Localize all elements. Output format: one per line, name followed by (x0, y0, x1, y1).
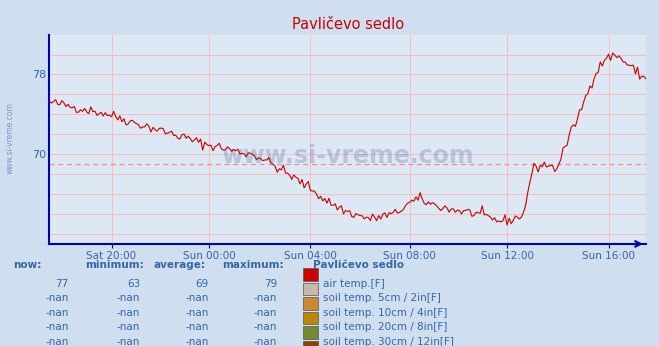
Text: -nan: -nan (45, 337, 69, 346)
Text: -nan: -nan (185, 308, 209, 318)
Text: -nan: -nan (254, 308, 277, 318)
Text: average:: average: (154, 260, 206, 270)
Text: soil temp. 20cm / 8in[F]: soil temp. 20cm / 8in[F] (323, 322, 447, 332)
FancyBboxPatch shape (303, 268, 318, 281)
Text: www.si-vreme.com: www.si-vreme.com (221, 144, 474, 168)
Title: Pavličevo sedlo: Pavličevo sedlo (291, 17, 404, 32)
Text: -nan: -nan (254, 337, 277, 346)
Text: -nan: -nan (45, 322, 69, 332)
Text: -nan: -nan (185, 322, 209, 332)
Text: -nan: -nan (117, 337, 140, 346)
Text: -nan: -nan (254, 322, 277, 332)
Text: www.si-vreme.com: www.si-vreme.com (5, 102, 14, 174)
Text: -nan: -nan (185, 337, 209, 346)
Text: air temp.[F]: air temp.[F] (323, 279, 385, 289)
FancyBboxPatch shape (303, 312, 318, 324)
Text: soil temp. 30cm / 12in[F]: soil temp. 30cm / 12in[F] (323, 337, 454, 346)
Text: now:: now: (13, 260, 42, 270)
Text: minimum:: minimum: (85, 260, 144, 270)
Text: -nan: -nan (117, 322, 140, 332)
Text: Pavličevo sedlo: Pavličevo sedlo (313, 260, 405, 270)
Text: -nan: -nan (45, 293, 69, 303)
Text: 69: 69 (196, 279, 209, 289)
FancyBboxPatch shape (303, 283, 318, 295)
Text: 79: 79 (264, 279, 277, 289)
Text: 77: 77 (55, 279, 69, 289)
Text: -nan: -nan (117, 293, 140, 303)
Text: -nan: -nan (45, 308, 69, 318)
FancyBboxPatch shape (303, 298, 318, 310)
Text: -nan: -nan (185, 293, 209, 303)
FancyBboxPatch shape (303, 326, 318, 338)
Text: 63: 63 (127, 279, 140, 289)
Text: -nan: -nan (254, 293, 277, 303)
Text: -nan: -nan (117, 308, 140, 318)
Text: soil temp. 10cm / 4in[F]: soil temp. 10cm / 4in[F] (323, 308, 447, 318)
Text: soil temp. 5cm / 2in[F]: soil temp. 5cm / 2in[F] (323, 293, 441, 303)
FancyBboxPatch shape (303, 341, 318, 346)
Text: maximum:: maximum: (222, 260, 283, 270)
